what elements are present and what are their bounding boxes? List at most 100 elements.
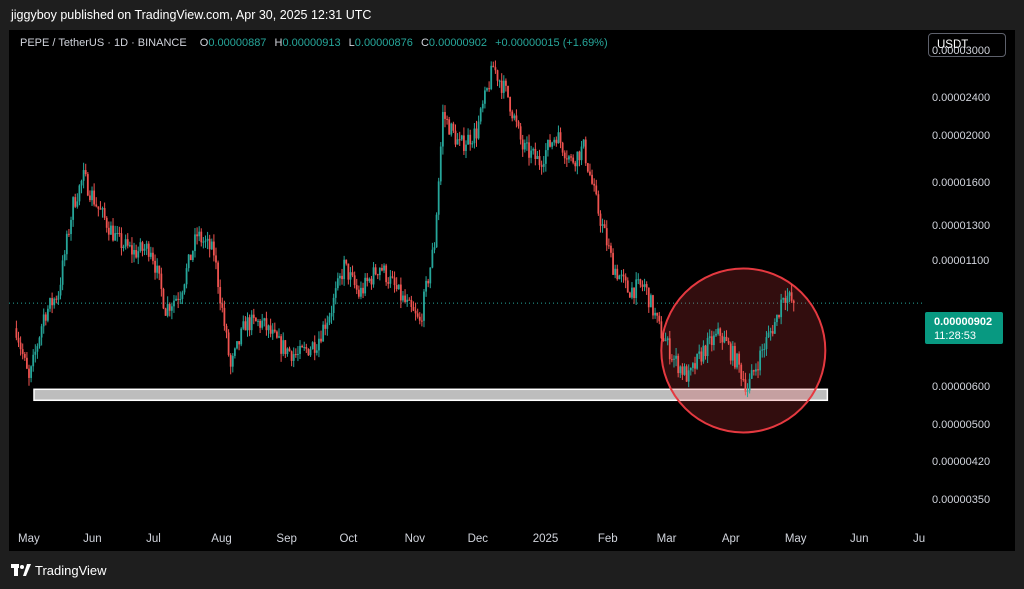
candle bbox=[145, 240, 148, 256]
candle-body bbox=[95, 204, 98, 207]
candle bbox=[372, 262, 375, 288]
candle bbox=[450, 122, 453, 137]
candle bbox=[57, 291, 60, 305]
candle bbox=[521, 134, 524, 157]
candle bbox=[769, 327, 772, 341]
candle-body bbox=[763, 348, 766, 350]
candle bbox=[689, 367, 692, 376]
candle bbox=[561, 141, 564, 157]
candle bbox=[544, 143, 547, 172]
candle bbox=[301, 344, 304, 348]
candle bbox=[778, 314, 780, 319]
candle bbox=[771, 325, 774, 337]
candle bbox=[248, 314, 251, 337]
candle bbox=[597, 190, 600, 216]
candle-body bbox=[210, 241, 213, 250]
candle-body bbox=[360, 287, 362, 297]
candle bbox=[307, 348, 310, 356]
candle bbox=[309, 346, 312, 357]
candle bbox=[473, 122, 476, 149]
candle-body bbox=[603, 224, 606, 229]
candle-body bbox=[374, 267, 377, 275]
candle bbox=[166, 296, 169, 318]
candle bbox=[217, 260, 219, 294]
candle-body bbox=[284, 340, 287, 355]
price-axis-label: 0.00001100 bbox=[932, 254, 990, 267]
candle bbox=[599, 210, 602, 233]
candle-body bbox=[467, 134, 469, 145]
candle-body bbox=[366, 277, 369, 282]
candle bbox=[116, 225, 119, 242]
candle bbox=[757, 361, 759, 379]
candle-body bbox=[160, 273, 163, 289]
candle bbox=[462, 127, 465, 155]
candle bbox=[519, 122, 522, 145]
candle-body bbox=[511, 111, 514, 119]
candle-body bbox=[271, 329, 274, 334]
candle-body bbox=[326, 322, 329, 329]
candle-body bbox=[658, 315, 661, 322]
candle bbox=[555, 136, 558, 147]
candle bbox=[257, 319, 259, 327]
candle-body bbox=[469, 134, 472, 145]
candle bbox=[584, 136, 587, 166]
candle-body bbox=[444, 111, 446, 119]
candle bbox=[49, 297, 51, 312]
candle bbox=[441, 104, 444, 155]
candle bbox=[509, 96, 512, 116]
candle bbox=[355, 278, 358, 295]
candle bbox=[416, 308, 419, 319]
candle bbox=[719, 327, 722, 344]
candle bbox=[68, 228, 70, 237]
close-value: 0.00000902 bbox=[428, 37, 488, 49]
candle bbox=[93, 183, 96, 207]
candle bbox=[618, 274, 621, 280]
candle bbox=[572, 154, 575, 165]
candle bbox=[349, 267, 352, 287]
candle-body bbox=[44, 314, 47, 321]
last-price-label: 0.00000902 11:28:53 bbox=[925, 312, 1003, 344]
candle-body bbox=[385, 265, 388, 283]
candle bbox=[681, 363, 684, 380]
candle bbox=[746, 383, 749, 398]
symbol-name[interactable]: PEPE / TetherUS · 1D · BINANCE bbox=[20, 37, 187, 49]
candle-body bbox=[423, 291, 425, 321]
candle-body bbox=[273, 329, 276, 332]
open-label: O bbox=[199, 37, 209, 49]
candle bbox=[95, 197, 98, 208]
candle bbox=[410, 295, 413, 313]
candle bbox=[297, 346, 299, 362]
candle-body bbox=[135, 249, 138, 258]
currency-button[interactable]: USDT bbox=[928, 33, 1006, 57]
candle-body bbox=[481, 103, 484, 109]
candle bbox=[790, 284, 793, 303]
candle-body bbox=[677, 355, 680, 374]
candle-body bbox=[404, 295, 406, 302]
candle bbox=[515, 109, 518, 128]
candle bbox=[750, 364, 753, 379]
time-axis-label: Dec bbox=[467, 533, 489, 545]
candle bbox=[233, 347, 236, 359]
tradingview-logo-icon bbox=[11, 563, 31, 578]
candle bbox=[223, 300, 226, 331]
symbol-legend[interactable]: PEPE / TetherUS · 1D · BINANCE O0.000008… bbox=[20, 37, 608, 49]
candle bbox=[580, 140, 583, 166]
candle bbox=[633, 287, 635, 304]
candle bbox=[776, 314, 778, 326]
candle-body bbox=[292, 354, 295, 361]
candle-body bbox=[534, 148, 537, 160]
candle-body bbox=[225, 325, 228, 333]
candle bbox=[668, 330, 671, 365]
candle-body bbox=[614, 268, 617, 275]
candle-body bbox=[80, 180, 83, 186]
candle bbox=[484, 86, 486, 109]
candle-body bbox=[433, 247, 436, 250]
candle bbox=[154, 254, 156, 280]
candle bbox=[286, 347, 289, 357]
candle-body bbox=[599, 213, 602, 226]
candle bbox=[101, 206, 104, 218]
candle bbox=[782, 297, 785, 303]
candle-body bbox=[589, 171, 591, 175]
candle bbox=[305, 343, 308, 353]
